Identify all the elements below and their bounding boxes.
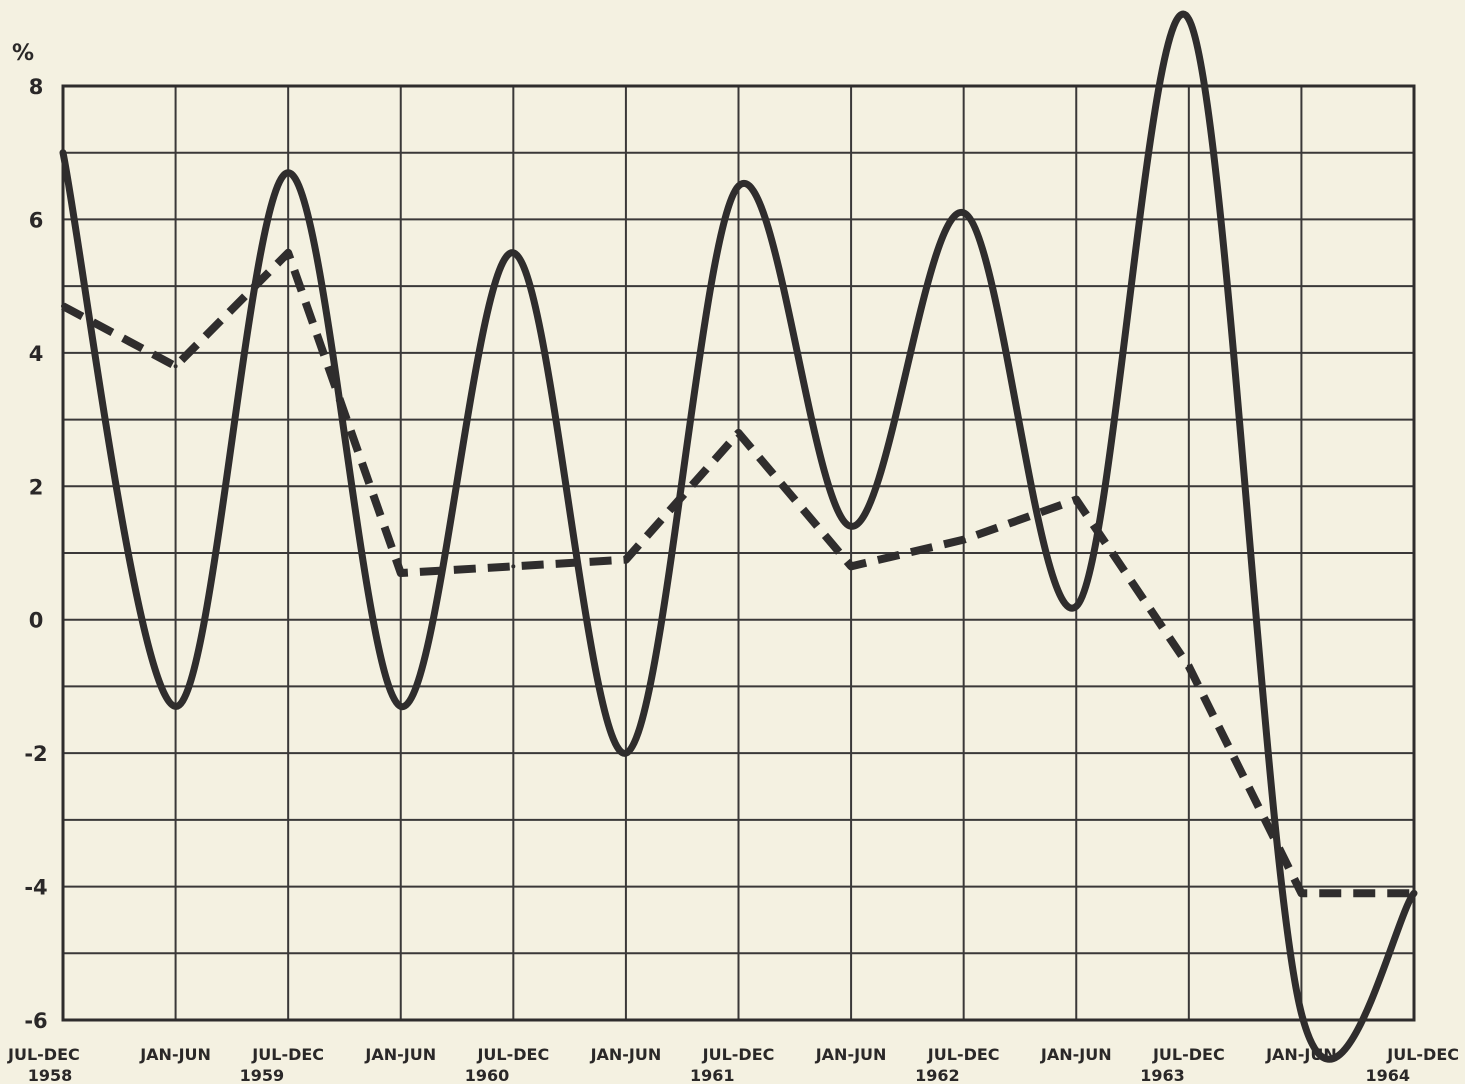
chart-series [59, 11, 1418, 1063]
data-point-solid [961, 210, 966, 215]
data-point-dashed [1074, 497, 1079, 502]
x-axis-ticks: JUL-DEC JAN-JUN JUL-DEC JAN-JUN JUL-DEC JAN-J… [7, 1045, 1459, 1084]
data-point-solid [61, 150, 65, 155]
data-point-dashed [623, 557, 628, 562]
data-point-dashed [736, 430, 741, 435]
x-tick-period-label: JUL-DEC [476, 1045, 549, 1064]
data-point-dashed [286, 250, 291, 255]
x-tick-period-label: JAN-JUN [1040, 1045, 1112, 1064]
data-point-solid [736, 184, 741, 189]
data-point-dashed [61, 304, 65, 309]
data-point-solid [849, 524, 854, 529]
data-point-dashed [1186, 664, 1191, 669]
x-tick-period-label: JAN-JUN [815, 1045, 887, 1064]
y-tick-label: -2 [24, 742, 47, 766]
x-tick-period-label: JUL-DEC [702, 1045, 775, 1064]
data-point-solid [398, 704, 403, 709]
y-tick-label: 0 [29, 609, 44, 633]
x-tick-period-label: JUL-DEC [251, 1045, 324, 1064]
y-axis-ticks: 8 6 4 2 0 -2 -4 -6 [24, 75, 47, 1033]
x-tick-period-label: JUL-DEC [927, 1045, 1000, 1064]
data-point-dashed [173, 364, 178, 369]
plot-frame [61, 84, 1416, 1022]
data-point-dashed [1412, 891, 1416, 896]
x-tick-period-label: JAN-JUN [364, 1045, 436, 1064]
data-point-dashed [1299, 891, 1304, 896]
data-point-dashed [961, 537, 966, 542]
data-point-solid [173, 704, 178, 709]
y-tick-label: -6 [24, 1009, 47, 1033]
data-point-solid [1074, 604, 1079, 609]
x-tick-period-label: JUL-DEC [7, 1045, 80, 1064]
y-tick-label: 4 [29, 342, 44, 366]
y-tick-label: 6 [29, 208, 44, 232]
x-tick-year-label: 1960 [465, 1066, 510, 1084]
data-point-dashed [398, 571, 403, 576]
data-point-solid [1186, 17, 1191, 22]
x-tick-period-label: JAN-JUN [590, 1045, 662, 1064]
x-tick-period-label: JUL-DEC [1152, 1045, 1225, 1064]
x-tick-year-label: 1961 [690, 1066, 735, 1084]
x-tick-period-label: JUL-DEC [1386, 1045, 1459, 1064]
data-point-dashed [511, 564, 516, 569]
x-tick-period-label: JAN-JUN [139, 1045, 211, 1064]
y-tick-label: 8 [29, 75, 44, 99]
x-tick-year-label: 1958 [28, 1066, 73, 1084]
data-point-solid [1299, 1011, 1304, 1016]
y-tick-label: -4 [24, 876, 47, 900]
data-point-solid [511, 250, 516, 255]
x-tick-year-label: 1962 [915, 1066, 960, 1084]
x-tick-year-label: 1959 [240, 1066, 285, 1084]
data-point-solid [623, 751, 628, 756]
chart-grid [61, 84, 1416, 1022]
data-point-dashed [849, 564, 854, 569]
x-tick-year-label: 1964 [1365, 1066, 1410, 1084]
x-tick-year-label: 1963 [1140, 1066, 1185, 1084]
y-tick-label: 2 [29, 475, 44, 499]
y-axis-unit: % [12, 41, 34, 66]
data-point-solid [286, 170, 291, 175]
